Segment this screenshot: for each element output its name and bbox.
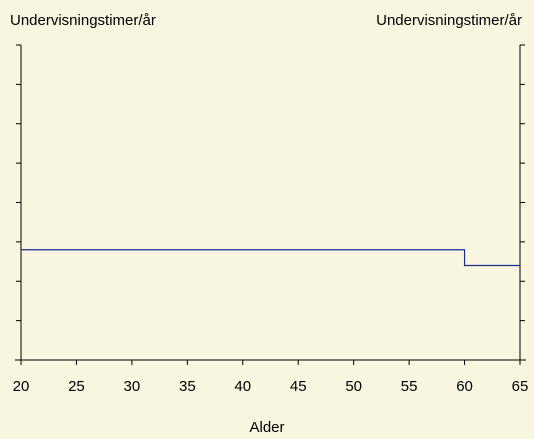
y-axis-label-left: Undervisningstimer/år — [10, 12, 156, 29]
x-tick-label: 35 — [179, 378, 196, 395]
x-tick-label: 55 — [401, 378, 418, 395]
series-line — [21, 249, 520, 267]
x-axis-label: Alder — [249, 419, 285, 436]
x-tick-label: 60 — [456, 378, 473, 395]
x-tick-label: 20 — [13, 378, 30, 395]
x-tick-label: 65 — [512, 378, 529, 395]
x-tick-label: 45 — [290, 378, 307, 395]
x-tick-label: 40 — [234, 378, 251, 395]
x-tick-label: 30 — [124, 378, 141, 395]
x-tick-label: 50 — [345, 378, 362, 395]
x-tick-label: 25 — [68, 378, 85, 395]
y-axis-label-right: Undervisningstimer/år — [376, 12, 522, 29]
